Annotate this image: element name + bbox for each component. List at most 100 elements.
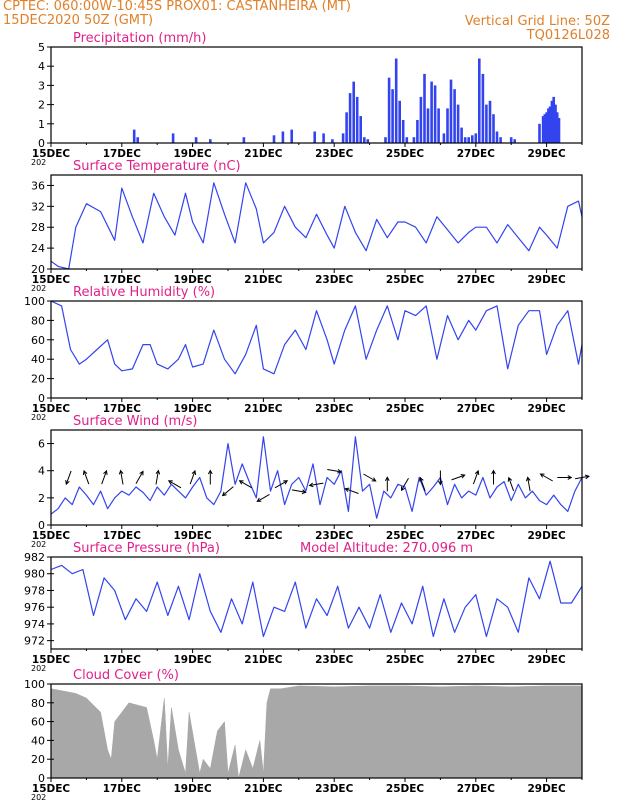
x-tick-label: 15DEC [32,530,71,542]
y-tick-label: 60 [31,334,45,347]
panel-title: Relative Humidity (%) [73,285,215,300]
y-tick-label: 20 [31,753,45,766]
wind-arrow [400,477,409,492]
precip-bar [430,81,433,143]
precip-bar [136,137,139,143]
wind-arrow [238,480,253,489]
precip-bar [423,73,426,143]
x-tick-label: 29DEC [527,148,566,160]
y-tick-label: 80 [31,314,45,327]
panel-rh: 0 20 40 60 80 100 15DEC 17DEC 19DEC 21DEC 23DEC 25D… [24,285,583,422]
wind-arrow-head [584,474,590,480]
precip-bar [442,133,446,143]
wind-arrow [118,469,124,485]
y-tick-label: 3 [38,79,45,92]
x-tick-label: 23DEC [315,274,354,286]
panel-frame [50,683,583,779]
wind-arrow [363,473,377,482]
precip-bar [348,93,352,143]
x-tick-label: 27DEC [457,403,496,415]
x-tick-label: 21DEC [244,783,283,795]
x-year-stub: 202 [31,793,46,800]
wind-arrow-head [344,487,350,493]
x-tick-label: 21DEC [244,530,283,542]
wind-arrow [256,493,270,502]
x-tick-label: 29DEC [527,530,566,542]
precip-bar [499,137,502,143]
wind-arrow [65,470,72,486]
precip-bar [467,137,470,143]
precip-bar [550,100,554,143]
y-tick-label: 0 [38,392,45,405]
wind-arrow-shaft [309,482,324,486]
panel-precip: 0 1 2 3 4 5 15DEC 17DEC 19DEC 21DEC 23DEC 25DEC 27DE… [31,31,583,167]
wind-arrow-head [539,473,545,478]
precip-bar [433,85,437,143]
y-tick-label: 20 [31,373,45,386]
wind-arrow [491,469,496,485]
precip-bar [552,96,555,143]
x-tick-label: 21DEC [244,148,283,160]
precip-bar [557,118,561,143]
y-tick-label: 976 [24,601,45,614]
wind-arrow-shaft [135,471,144,484]
panel-title: Surface Wind (m/s) [73,414,197,429]
wind-arrow-shaft [155,470,159,485]
precip-bar [495,131,499,143]
y-tick-label: 0 [38,137,45,150]
x-year-stub: 202 [31,158,46,167]
wind-arrow-head [65,480,70,486]
wind-arrow [155,469,161,485]
x-tick-label: 19DEC [173,783,212,795]
header-model-id: TQ0126L028 [526,28,610,43]
wind-arrow-shaft [120,470,124,485]
wind-arrow-head [567,475,573,480]
wind-arrow-shaft [527,477,531,492]
wind-arrow-head [525,476,531,482]
precip-bar [545,112,548,143]
wind-arrow-shaft [168,480,182,489]
precip-bar [453,89,456,143]
precip-bar [272,135,276,143]
wind-arrow-head [491,469,496,475]
header-grid-line-note: Vertical Grid Line: 50Z [464,14,610,29]
wind-arrow-head [301,489,307,495]
wind-arrow-shaft [65,470,72,485]
precip-bar [509,137,513,143]
precip-bar [401,120,405,143]
wind-arrow [472,469,480,485]
wind-arrow-shaft [83,470,90,485]
wind-arrow [308,482,324,488]
wind-arrow-head [371,477,377,482]
x-tick-label: 21DEC [244,654,283,666]
precip-bar [391,89,394,143]
panel-subtitle: Model Altitude: 270.096 m [300,541,473,556]
x-tick-label: 23DEC [315,654,354,666]
precip-bar [460,127,463,143]
wind-arrow-head [238,480,244,485]
y-tick-label: 28 [31,221,45,234]
precip-bar [547,108,550,143]
precip-bar [485,104,488,143]
precip-bar [541,116,545,143]
x-tick-label: 21DEC [244,403,283,415]
x-tick-label: 23DEC [315,403,354,415]
x-tick-label: 25DEC [386,148,425,160]
precip-bar [416,120,419,143]
y-tick-label: 982 [24,551,45,564]
wind-arrow-shaft [101,470,107,485]
x-year-stub: 202 [31,284,46,293]
wind-arrow [291,489,307,495]
precip-bar [412,137,416,143]
wind-arrow-head [155,469,161,475]
x-tick-label: 27DEC [457,148,496,160]
y-tick-label: 100 [24,295,45,308]
precip-bar [359,116,362,143]
wind-arrow-shaft [291,489,306,493]
panel-title: Surface Pressure (hPa) [73,541,220,556]
x-tick-label: 17DEC [103,148,142,160]
y-tick-label: 1 [38,118,45,131]
wind-arrow-head [221,491,227,497]
wind-arrow [189,469,197,485]
precip-bar [322,133,325,143]
